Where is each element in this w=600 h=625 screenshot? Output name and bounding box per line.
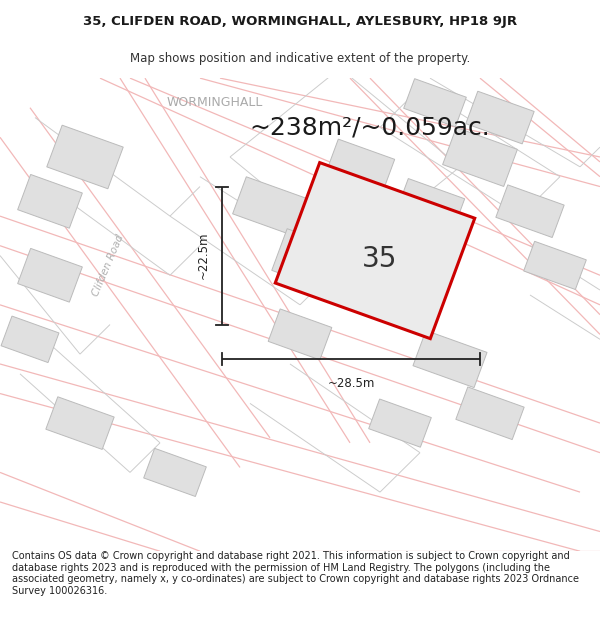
Polygon shape	[143, 448, 206, 496]
Polygon shape	[413, 331, 487, 388]
Polygon shape	[456, 387, 524, 439]
Text: 35, CLIFDEN ROAD, WORMINGHALL, AYLESBURY, HP18 9JR: 35, CLIFDEN ROAD, WORMINGHALL, AYLESBURY…	[83, 16, 517, 28]
Polygon shape	[325, 139, 395, 194]
Polygon shape	[275, 162, 475, 339]
Polygon shape	[395, 179, 464, 234]
Text: Contains OS data © Crown copyright and database right 2021. This information is : Contains OS data © Crown copyright and d…	[12, 551, 579, 596]
Polygon shape	[272, 229, 348, 292]
Text: ~238m²/~0.059ac.: ~238m²/~0.059ac.	[250, 116, 490, 139]
Polygon shape	[524, 241, 586, 289]
Polygon shape	[368, 399, 431, 448]
Polygon shape	[17, 248, 82, 302]
Text: WORMINGHALL: WORMINGHALL	[167, 96, 263, 109]
Polygon shape	[233, 177, 307, 236]
Polygon shape	[17, 174, 82, 228]
Polygon shape	[268, 309, 332, 360]
Polygon shape	[466, 91, 534, 144]
Text: ~22.5m: ~22.5m	[197, 232, 210, 279]
Text: Map shows position and indicative extent of the property.: Map shows position and indicative extent…	[130, 52, 470, 65]
Polygon shape	[404, 79, 466, 127]
Polygon shape	[46, 397, 114, 449]
Polygon shape	[443, 127, 517, 186]
Text: 35: 35	[362, 244, 398, 272]
Text: Clifden Road: Clifden Road	[91, 233, 125, 298]
Polygon shape	[47, 125, 123, 189]
Polygon shape	[1, 316, 59, 362]
Polygon shape	[496, 185, 564, 238]
Text: ~28.5m: ~28.5m	[328, 377, 374, 390]
